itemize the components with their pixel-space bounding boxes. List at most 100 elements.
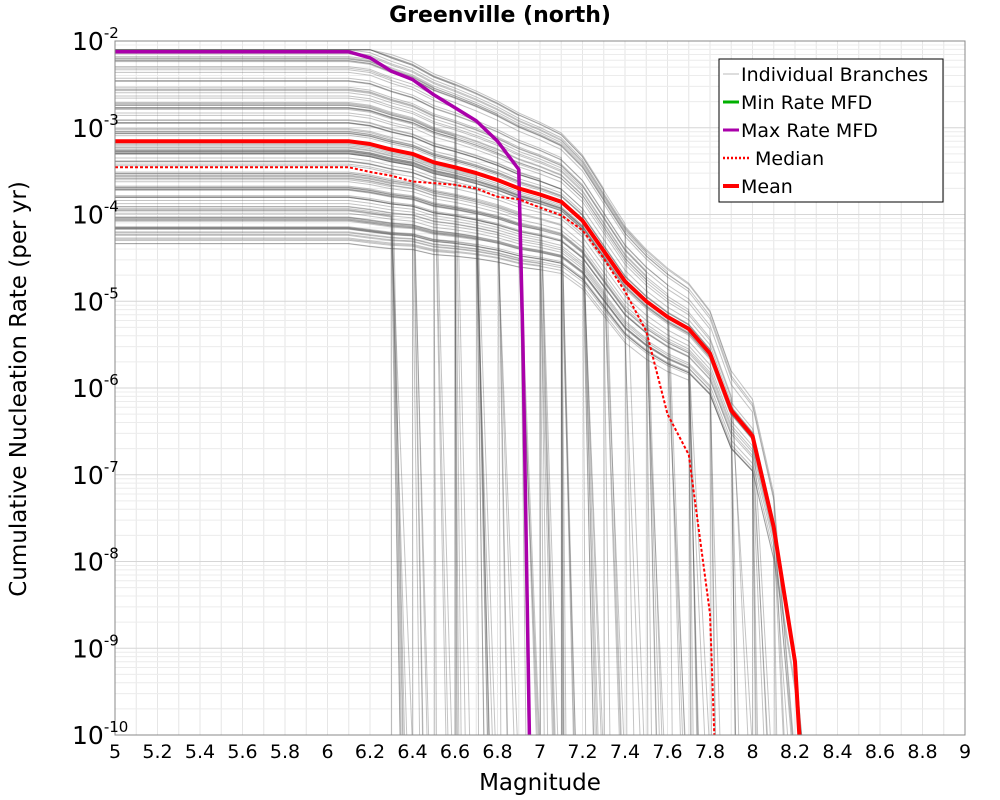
branch-line bbox=[115, 178, 458, 736]
x-tick-label: 7.8 bbox=[695, 741, 725, 763]
branch-line bbox=[115, 149, 621, 736]
branch-line bbox=[115, 234, 545, 736]
y-tick-label: 10-9 bbox=[72, 631, 119, 663]
legend-label: Median bbox=[755, 148, 824, 170]
branch-line bbox=[115, 200, 555, 736]
branch-line bbox=[115, 227, 401, 736]
branch-line bbox=[115, 226, 479, 736]
y-axis-ticks: 10-2 10-3 10-4 10-5 10-6 10-7 10-8 10-9 10-10 bbox=[72, 24, 128, 750]
branch-line bbox=[115, 151, 430, 736]
branch-line bbox=[115, 71, 466, 736]
branch-line bbox=[115, 150, 574, 736]
branch-line bbox=[115, 80, 449, 736]
branch-line bbox=[115, 206, 518, 736]
branch-line bbox=[115, 149, 793, 736]
branch-line bbox=[115, 146, 490, 736]
branch-line bbox=[115, 60, 785, 736]
branch-line bbox=[115, 153, 423, 736]
branch-line bbox=[115, 107, 599, 736]
branch-line bbox=[115, 238, 641, 736]
branch-line bbox=[115, 66, 793, 736]
branch-line bbox=[115, 186, 595, 736]
branch-line bbox=[115, 189, 789, 736]
branch-line bbox=[115, 163, 405, 736]
branch-line bbox=[115, 210, 393, 736]
legend-label: Min Rate MFD bbox=[741, 92, 872, 114]
branch-line bbox=[115, 228, 757, 736]
y-tick-label: 10-4 bbox=[72, 198, 119, 230]
x-axis-label: Magnitude bbox=[479, 770, 601, 796]
branch-line bbox=[115, 147, 803, 736]
y-tick-label: 10-7 bbox=[72, 458, 119, 490]
y-tick-label: 10-10 bbox=[72, 718, 128, 750]
branch-line bbox=[115, 133, 736, 736]
branch-line bbox=[115, 122, 587, 736]
x-tick-label: 7.4 bbox=[610, 741, 640, 763]
branch-line bbox=[115, 227, 421, 736]
branch-line bbox=[115, 171, 537, 736]
branch-line bbox=[115, 161, 604, 736]
branch-line bbox=[115, 175, 531, 736]
branch-line bbox=[115, 77, 563, 736]
branch-line bbox=[115, 131, 802, 736]
series-line-max-rate-mfd bbox=[115, 50, 532, 736]
branch-line bbox=[115, 122, 575, 736]
branch-line bbox=[115, 212, 712, 736]
branch-line bbox=[115, 104, 509, 736]
branch-line bbox=[115, 102, 698, 736]
legend-box bbox=[718, 58, 944, 203]
legend-label: Max Rate MFD bbox=[741, 120, 878, 142]
branch-line bbox=[115, 86, 663, 736]
branch-line bbox=[115, 49, 622, 736]
branch-line bbox=[115, 143, 496, 736]
branch-line bbox=[115, 176, 404, 736]
branch-line bbox=[115, 60, 564, 736]
x-tick-label: 7 bbox=[534, 741, 546, 763]
branch-line bbox=[115, 67, 404, 736]
branch-line bbox=[115, 150, 698, 736]
x-tick-label: 6.6 bbox=[440, 741, 470, 763]
branch-line bbox=[115, 196, 515, 736]
branch-line bbox=[115, 58, 502, 736]
x-tick-label: 9 bbox=[959, 741, 971, 763]
branch-line bbox=[115, 49, 527, 736]
x-tick-label: 7.6 bbox=[652, 741, 682, 763]
branch-line bbox=[115, 134, 567, 736]
branch-line bbox=[115, 185, 716, 736]
x-tick-label: 5.2 bbox=[142, 741, 172, 763]
branch-line bbox=[115, 220, 493, 736]
x-tick-label: 6 bbox=[321, 741, 333, 763]
branch-line bbox=[115, 160, 437, 736]
series-line-median bbox=[115, 166, 716, 736]
branch-line bbox=[115, 49, 471, 736]
x-tick-label: 8.2 bbox=[780, 741, 810, 763]
branch-line bbox=[115, 89, 658, 736]
branch-line bbox=[115, 153, 549, 736]
branch-line bbox=[115, 107, 753, 736]
branch-line bbox=[115, 227, 460, 736]
branch-line bbox=[115, 95, 657, 736]
branch-line bbox=[115, 103, 462, 736]
branch-line bbox=[115, 80, 771, 736]
branch-line bbox=[115, 160, 485, 736]
branch-line bbox=[115, 153, 740, 736]
branch-line bbox=[115, 203, 611, 736]
branch-line bbox=[115, 216, 692, 736]
branch-line bbox=[115, 218, 694, 736]
branch-line bbox=[115, 195, 759, 736]
branch-line bbox=[115, 109, 554, 736]
x-tick-label: 8 bbox=[746, 741, 758, 763]
branch-line bbox=[115, 239, 456, 736]
branch-line bbox=[115, 243, 706, 736]
branch-line bbox=[115, 80, 685, 736]
x-tick-label: 6.8 bbox=[482, 741, 512, 763]
branch-line bbox=[115, 209, 801, 736]
x-tick-label: 6.4 bbox=[397, 741, 427, 763]
branch-line bbox=[115, 189, 541, 736]
branch-line bbox=[115, 218, 721, 736]
branch-line bbox=[115, 219, 576, 736]
branch-line bbox=[115, 103, 660, 736]
legend-label: Individual Branches bbox=[741, 64, 928, 86]
branch-line bbox=[115, 97, 681, 736]
branch-line bbox=[115, 196, 652, 736]
